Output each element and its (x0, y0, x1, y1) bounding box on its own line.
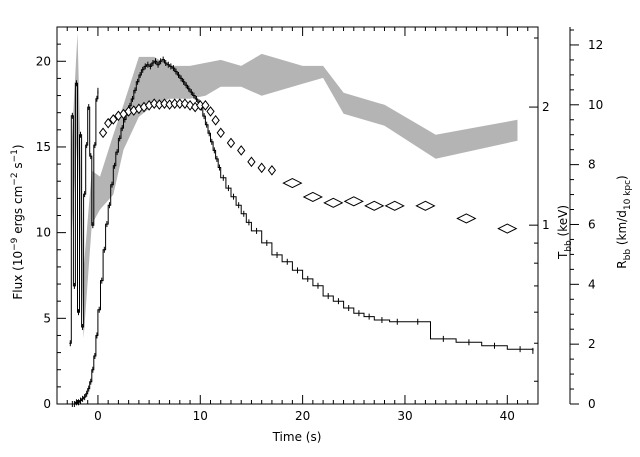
y-tick-label: 0 (43, 397, 51, 411)
data-point (211, 115, 220, 126)
data-point (323, 197, 344, 208)
x-tick-label: 30 (397, 409, 412, 423)
step-series-1 (69, 80, 99, 347)
data-point (226, 137, 236, 149)
rbb-tick-label: 6 (588, 217, 596, 231)
data-point (343, 196, 364, 207)
tbb-diamond-series (98, 98, 518, 234)
rbb-axis-title: Rbb (km/d10 kpc) (615, 175, 633, 268)
rbb-tick-label: 4 (588, 277, 596, 291)
data-point (247, 156, 256, 168)
data-point (497, 223, 518, 234)
x-tick-label: 40 (500, 409, 515, 423)
data-point (237, 145, 246, 156)
data-point (98, 127, 108, 139)
rbb-tick-label: 0 (588, 397, 596, 411)
data-point (415, 200, 436, 211)
data-point (384, 200, 405, 211)
rbb-tick-label: 2 (588, 337, 596, 351)
tbb-axis-title: Tbb (keV) (556, 205, 574, 260)
data-point (364, 200, 385, 211)
data-point (267, 164, 277, 176)
data-point (109, 114, 118, 125)
rbb-tick-label: 12 (588, 38, 603, 52)
y-tick-label: 5 (43, 311, 51, 325)
data-point (257, 162, 266, 174)
data-point (282, 178, 303, 189)
series-layer (69, 56, 534, 407)
tbb-tick-label: 2 (542, 100, 550, 114)
data-point (302, 191, 323, 203)
data-point (201, 100, 210, 111)
y-tick-label: 15 (36, 140, 51, 154)
tbb-tick-label: 1 (542, 218, 550, 232)
y-tick-label: 10 (36, 226, 51, 240)
x-tick-label: 20 (295, 409, 310, 423)
x-tick-label: 10 (193, 409, 208, 423)
x-tick-label: 0 (94, 409, 102, 423)
left-axis-title: Flux (10−9 ergs cm−2 s−1) (10, 144, 25, 299)
step-series-0 (71, 56, 534, 407)
y-tick-label: 20 (36, 54, 51, 68)
x-axis-title: Time (s) (272, 430, 322, 444)
rbb-tick-label: 8 (588, 158, 596, 172)
data-point (456, 213, 477, 224)
data-point (216, 127, 225, 139)
rbb-tick-label: 10 (588, 98, 603, 112)
data-point (206, 106, 215, 117)
data-point (104, 117, 113, 129)
